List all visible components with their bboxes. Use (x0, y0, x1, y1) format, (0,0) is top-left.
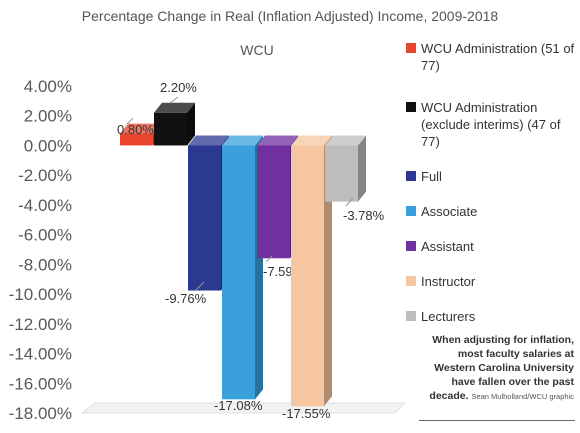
bar-side-instructor (324, 135, 332, 407)
legend-label: Associate (421, 204, 478, 219)
y-tick-label: 4.00% (24, 77, 72, 96)
caption-text: When adjusting for inflation, most facul… (429, 334, 574, 402)
leader-line (195, 281, 205, 291)
y-tick-label: -2.00% (18, 166, 72, 185)
data-label-lecturers: -3.78% (343, 208, 385, 223)
legend-swatch-associate (406, 206, 416, 216)
page-title: Percentage Change in Real (Inflation Adj… (81, 8, 499, 24)
legend-swatch-wcu-administration (406, 43, 416, 53)
y-tick-label: 0.00% (24, 136, 72, 155)
bar-assistant (257, 145, 290, 259)
legend-swatch-assistant (406, 241, 416, 251)
data-label-wcu-administration: 2.20% (160, 80, 197, 95)
data-label-wcu-administration: 0.80% (117, 122, 154, 137)
chart-title: WCU (240, 42, 273, 58)
bar-top-assistant (257, 135, 298, 146)
bar-wcu-administration (154, 112, 187, 146)
y-tick-label: -18.00% (9, 404, 72, 423)
y-tick-label: -16.00% (9, 374, 72, 393)
bar-top-associate (222, 135, 263, 146)
y-tick-label: -10.00% (9, 285, 72, 304)
y-tick-label: 2.00% (24, 107, 72, 126)
bar-top-wcu-administration (154, 102, 195, 113)
bar-wcu-administration (120, 133, 153, 146)
legend-label: Lecturers (421, 309, 476, 324)
caption-rule (419, 420, 575, 421)
bar-associate (222, 145, 255, 400)
leader-line (265, 255, 273, 263)
leader-line (345, 197, 354, 207)
data-label-associate: -17.08% (214, 398, 263, 413)
bar-instructor (291, 145, 324, 407)
bar-lecturers (325, 145, 358, 202)
bar-top-lecturers (325, 135, 366, 146)
y-tick-label: -14.00% (9, 345, 72, 364)
y-tick-label: -8.00% (18, 255, 72, 274)
y-tick-label: -6.00% (18, 226, 72, 245)
bar-top-wcu-administration (120, 123, 161, 134)
legend-label: Full (421, 169, 442, 184)
legend-swatch-instructor (406, 276, 416, 286)
bar-top-full (188, 135, 229, 146)
leader-line (169, 96, 179, 104)
bar-top-instructor (291, 135, 332, 146)
caption: When adjusting for inflation, most facul… (416, 333, 574, 404)
data-label-full: -9.76% (165, 291, 207, 306)
legend-label: WCU Administration (51 of 77) (421, 41, 575, 73)
legend-label: Assistant (421, 239, 474, 254)
caption-credit: Sean Mulholland/WCU graphic (471, 392, 574, 401)
legend-label: Instructor (421, 274, 476, 289)
bar-side-wcu-administration (187, 102, 195, 146)
bar-side-lecturers (358, 135, 366, 202)
legend-swatch-full (406, 171, 416, 181)
legend-swatch-wcu-administration-excl-interims (406, 102, 416, 112)
y-tick-label: -12.00% (9, 315, 72, 334)
legend-label: WCU Administration (exclude interims) (4… (421, 100, 561, 149)
y-tick-label: -4.00% (18, 196, 72, 215)
legend-swatch-lecturers (406, 311, 416, 321)
data-label-instructor: -17.55% (282, 406, 331, 421)
leader-line (126, 117, 134, 125)
bar-full (188, 145, 221, 291)
